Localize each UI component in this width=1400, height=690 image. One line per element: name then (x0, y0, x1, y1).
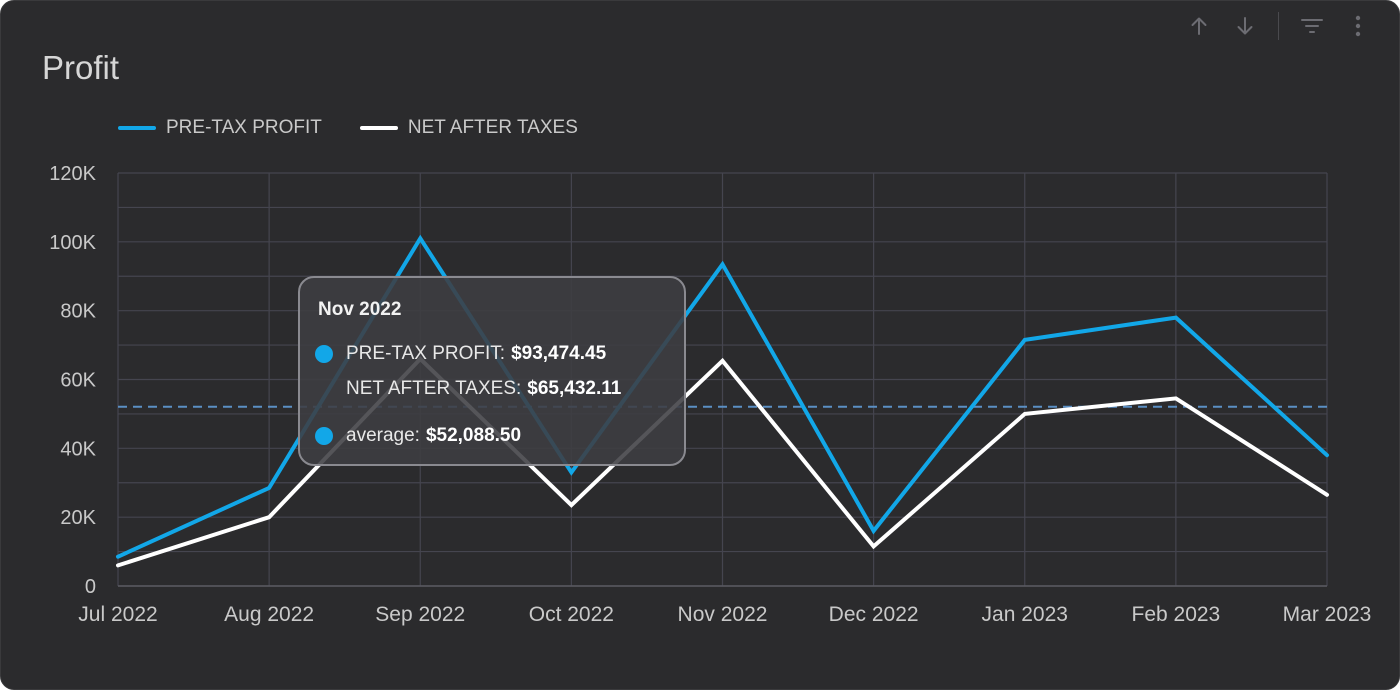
chart-toolbar (1176, 11, 1381, 41)
chart-legend: PRE-TAX PROFIT NET AFTER TAXES (118, 117, 616, 139)
arrow-down-icon (1237, 17, 1253, 35)
x-tick-label: Oct 2022 (529, 603, 614, 626)
chart-title: Profit (42, 49, 120, 86)
x-tick-label: Jul 2022 (78, 603, 157, 626)
x-tick-label: Feb 2023 (1132, 603, 1221, 626)
sort-ascending-button[interactable] (1176, 11, 1222, 41)
y-tick-label: 120K (49, 163, 96, 185)
x-tick-label: Sep 2022 (375, 603, 465, 626)
tooltip-value-average: $52,088.50 (425, 425, 522, 446)
tooltip-dot-pre-tax (315, 345, 333, 363)
arrow-up-icon (1191, 17, 1207, 35)
y-tick-label: 20K (60, 507, 96, 529)
y-tick-label: 40K (60, 438, 96, 460)
tooltip-row-average: average: $52,088.50 (346, 425, 521, 447)
y-tick-label: 80K (60, 301, 96, 323)
legend-item-pre-tax[interactable]: PRE-TAX PROFIT (118, 117, 322, 139)
tooltip-row-net: NET AFTER TAXES: $65,432.11 (346, 378, 621, 400)
x-tick-label: Mar 2023 (1283, 603, 1372, 626)
tooltip-value-net: $65,432.11 (527, 378, 622, 399)
more-options-button[interactable] (1335, 11, 1381, 41)
filter-button[interactable] (1289, 11, 1335, 41)
y-tick-label: 100K (49, 232, 96, 254)
tooltip-label-average: average: (346, 425, 420, 446)
x-tick-label: Dec 2022 (829, 603, 919, 626)
legend-item-net[interactable]: NET AFTER TAXES (359, 117, 578, 139)
toolbar-divider (1278, 12, 1279, 40)
sort-descending-button[interactable] (1222, 11, 1268, 41)
legend-swatch-net (359, 126, 398, 130)
legend-label-pre-tax: PRE-TAX PROFIT (166, 117, 322, 138)
tooltip-row-pre-tax: PRE-TAX PROFIT: $93,474.45 (346, 343, 606, 365)
more-vertical-icon (1355, 15, 1361, 37)
tooltip-value-pre-tax: $93,474.45 (511, 343, 607, 364)
tooltip-label-pre-tax: PRE-TAX PROFIT: (346, 343, 506, 364)
tooltip-title: Nov 2022 (318, 299, 402, 320)
tooltip-dot-average (315, 427, 333, 445)
legend-label-net: NET AFTER TAXES (407, 117, 578, 138)
tooltip-label-net: NET AFTER TAXES: (346, 378, 522, 399)
chart-tooltip: Nov 2022 PRE-TAX PROFIT: $93,474.45 NET … (298, 276, 686, 466)
x-tick-label: Jan 2023 (982, 603, 1068, 626)
y-tick-label: 60K (60, 370, 96, 392)
x-tick-label: Nov 2022 (678, 603, 768, 626)
x-tick-label: Aug 2022 (224, 603, 314, 626)
legend-swatch-pre-tax (118, 126, 156, 130)
filter-icon (1301, 19, 1323, 33)
y-tick-label: 0 (85, 576, 96, 598)
